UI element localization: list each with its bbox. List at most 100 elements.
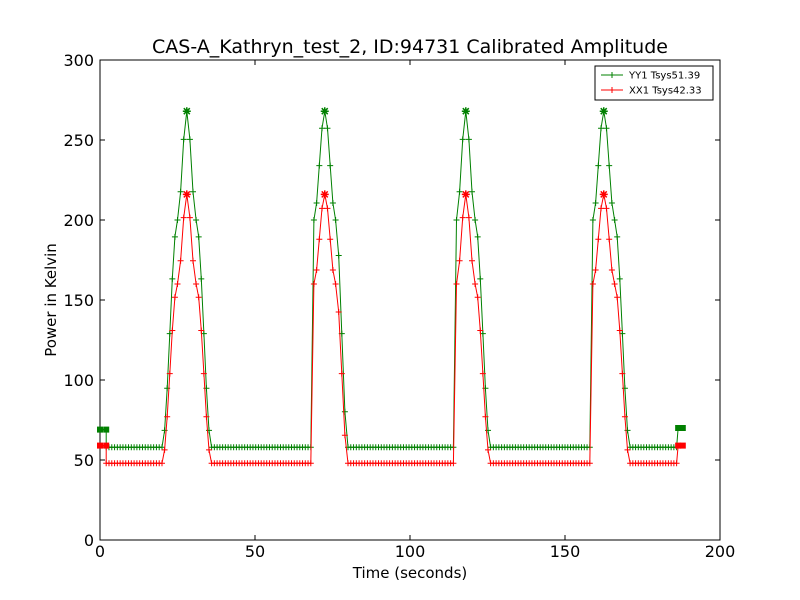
data-point [198,327,205,334]
x-axis: 0 50 100 150 200 [95,60,735,561]
data-point [465,136,472,143]
data-point [335,252,342,259]
peak-marker [182,107,191,116]
data-point [319,205,326,212]
connector [676,445,679,464]
data-point [477,275,484,282]
data-point [450,460,457,467]
x-axis-label: Time (seconds) [352,564,468,582]
data-point [621,413,628,420]
data-point [195,233,202,240]
y-tick-label: 200 [63,211,94,230]
data-point [180,214,187,221]
data-point [198,275,205,282]
data-point [341,432,348,439]
data-point [316,162,323,169]
calibration-marker [679,425,686,431]
data-point [456,257,463,264]
data-point [177,188,184,195]
data-point [324,205,331,212]
data-point [190,257,196,264]
peak-marker [320,107,329,116]
data-point [595,236,602,243]
data-point [595,162,602,169]
peak-marker [461,190,470,199]
y-tick-label: 300 [63,51,94,70]
data-point [459,136,466,143]
data-point [614,233,621,240]
legend-box [594,65,714,101]
data-point [324,125,331,132]
y-tick-label: 0 [84,531,94,550]
data-point [592,267,599,273]
data-point [338,370,345,377]
data-point [616,327,623,334]
y-tick-label: 50 [74,451,94,470]
data-point [469,257,475,264]
peak-marker [461,107,470,116]
data-point [624,446,631,453]
data-point [616,275,623,282]
data-point [190,188,196,195]
data-point [453,217,460,223]
data-point [608,200,615,206]
data-point [166,370,173,377]
data-point [313,200,320,206]
data-point [485,446,492,453]
data-point [479,370,486,377]
data-point [200,370,207,377]
data-point [589,281,596,287]
data-point [606,162,613,169]
data-point [171,233,178,240]
y-tick-label: 150 [63,291,94,310]
data-point [474,233,481,240]
data-point [453,281,460,287]
data-point [459,214,466,221]
data-point [195,294,202,301]
chart-title: CAS-A_Kathryn_test_2, ID:94731 Calibrate… [152,36,668,58]
data-point [186,136,193,143]
data-point [606,236,613,243]
data-point [310,281,317,287]
plot-area [99,59,721,541]
legend-label: YY1 Tsys51.39 [628,71,700,82]
data-point [177,257,184,264]
data-point [465,214,472,221]
data-point [589,217,596,223]
x-tick-label: 150 [550,542,581,561]
data-point [161,446,168,453]
data-point [474,294,481,301]
data-point [332,281,339,287]
data-point [472,281,479,287]
y-tick-label: 100 [63,371,94,390]
data-point [611,281,618,287]
data-point [171,294,178,301]
data-point [477,327,484,334]
data-point [186,214,193,221]
data-point [206,446,213,453]
peak-marker [320,190,329,199]
series-layer [97,107,686,467]
data-point [319,125,326,132]
series-1 [97,190,686,467]
data-point [341,408,348,415]
data-point [159,460,165,467]
data-point [203,413,210,420]
data-point [603,205,610,212]
calibration-marker [679,442,686,449]
data-point [469,188,475,195]
calibration-marker [97,442,103,449]
data-point [193,281,200,287]
peak-marker [599,190,608,199]
peak-marker [182,190,191,199]
data-point [307,460,314,467]
data-point [327,162,334,169]
y-tick-label: 250 [63,131,94,150]
data-point [335,309,342,315]
data-point [611,217,618,223]
data-point [329,267,336,273]
legend: YY1 Tsys51.39 XX1 Tsys42.33 [594,65,714,101]
data-point [169,327,176,334]
x-tick-label: 200 [705,542,736,561]
data-point [598,125,605,132]
